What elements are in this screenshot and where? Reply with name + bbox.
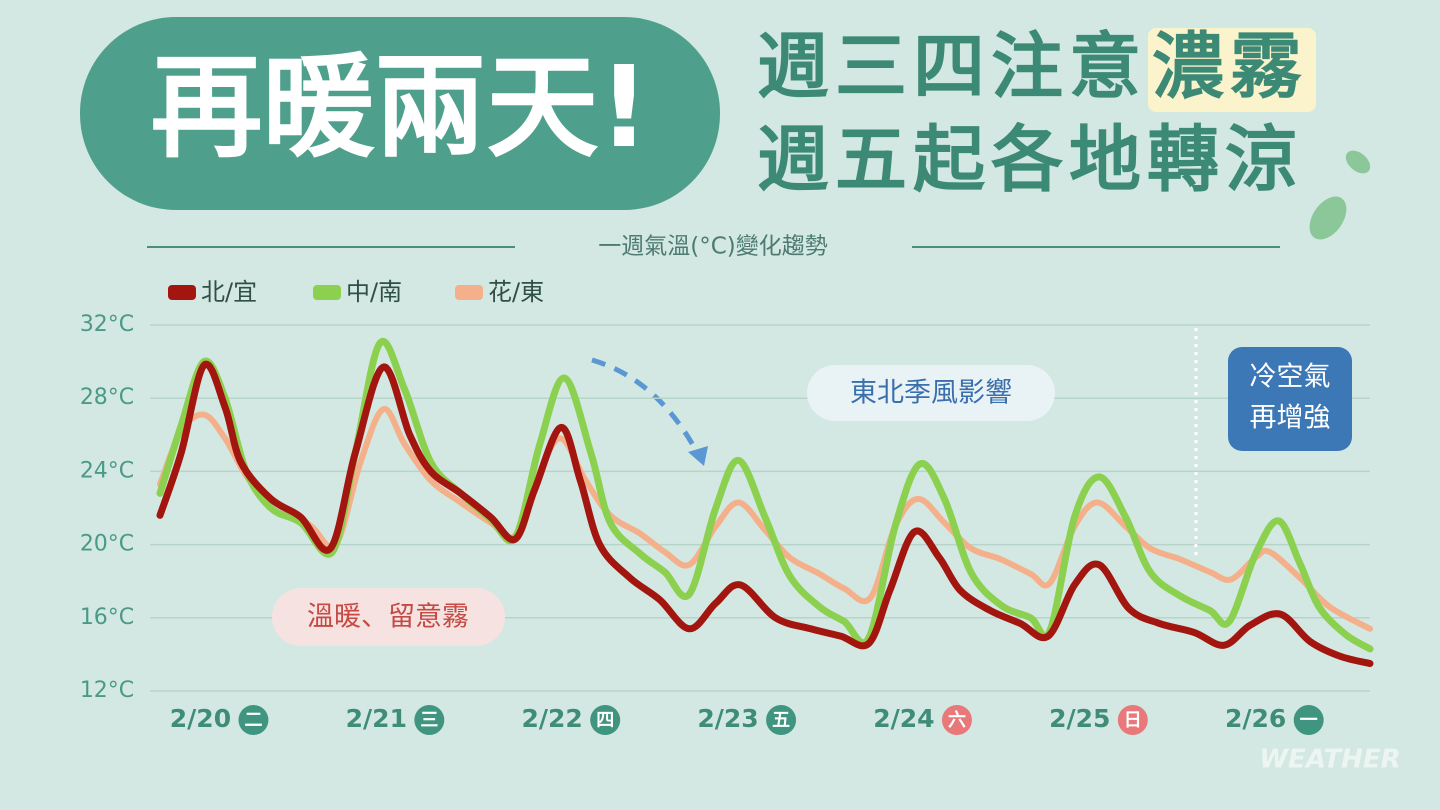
x-tick-label: 2/23 [697, 704, 758, 733]
y-tick-label: 28°C [80, 385, 134, 410]
x-tick-label: 2/22 [522, 704, 583, 733]
y-tick-label: 24°C [80, 458, 134, 483]
series-line [157, 406, 1373, 632]
headline-highlight: 濃霧 [1152, 25, 1308, 109]
highlight-box [1148, 28, 1316, 112]
weekday-label: 三 [420, 710, 438, 731]
weekday-label: 一 [1300, 710, 1318, 731]
leaf [1309, 196, 1347, 240]
weekday-label: 二 [244, 710, 262, 731]
weekday-badge [1117, 705, 1148, 735]
arrow-head [688, 446, 708, 466]
y-tick-label: 20°C [80, 532, 134, 557]
leaf [1345, 150, 1371, 174]
annotation: 再增強 [1250, 403, 1331, 434]
chart-title: 再暖兩天! [150, 43, 649, 173]
headline: 週五起各地轉涼 [757, 118, 1303, 202]
grid: 12°C 16°C 20°C 24°C 28°C 32°C 2/20 二 2/21 三 2/22 四 2… [80, 312, 1370, 735]
x-tick-label: 2/25 [1049, 704, 1110, 733]
legend-label: 中/南 [346, 278, 402, 306]
weekday-badge [766, 705, 797, 735]
weekday-label: 四 [596, 710, 614, 731]
x-tick-label: 2/21 [346, 704, 407, 733]
y-tick-label: 12°C [80, 678, 134, 703]
arrow [591, 357, 703, 460]
annotation-box [272, 588, 505, 646]
weekday-badge [1293, 705, 1324, 735]
legend-label: 北/宜 [201, 278, 257, 306]
headline: 週三四注意 [757, 25, 1147, 109]
legend-swatch [168, 285, 196, 300]
annotation-box [1228, 347, 1352, 451]
weekday-label: 五 [772, 710, 790, 731]
annotation-box [807, 365, 1055, 421]
subtitle: 一週氣溫(°C)變化趨勢 [598, 234, 828, 260]
weekday-badge [590, 705, 621, 735]
legend-label: 花/東 [488, 278, 544, 306]
annotation: 冷空氣 [1250, 362, 1331, 393]
weekday-badge [414, 705, 445, 735]
y-tick-label: 16°C [80, 605, 134, 630]
weekday-badge [941, 705, 972, 735]
annotation: 東北季風影響 [850, 378, 1012, 409]
annotation: 溫暖、留意霧 [307, 602, 469, 633]
weekday-label: 六 [948, 709, 966, 731]
x-tick-label: 2/26 [1225, 704, 1286, 733]
legend-swatch [455, 285, 483, 300]
watermark: WEATHER [1259, 745, 1400, 775]
legend-swatch [313, 285, 341, 300]
weekday-label: 日 [1124, 710, 1142, 731]
x-tick-label: 2/20 [170, 704, 231, 733]
title-pill [80, 17, 720, 210]
plot [156, 337, 1374, 668]
x-tick-label: 2/24 [873, 704, 934, 733]
weekday-badge [238, 705, 269, 735]
y-tick-label: 32°C [80, 312, 134, 337]
series-line [156, 360, 1374, 668]
